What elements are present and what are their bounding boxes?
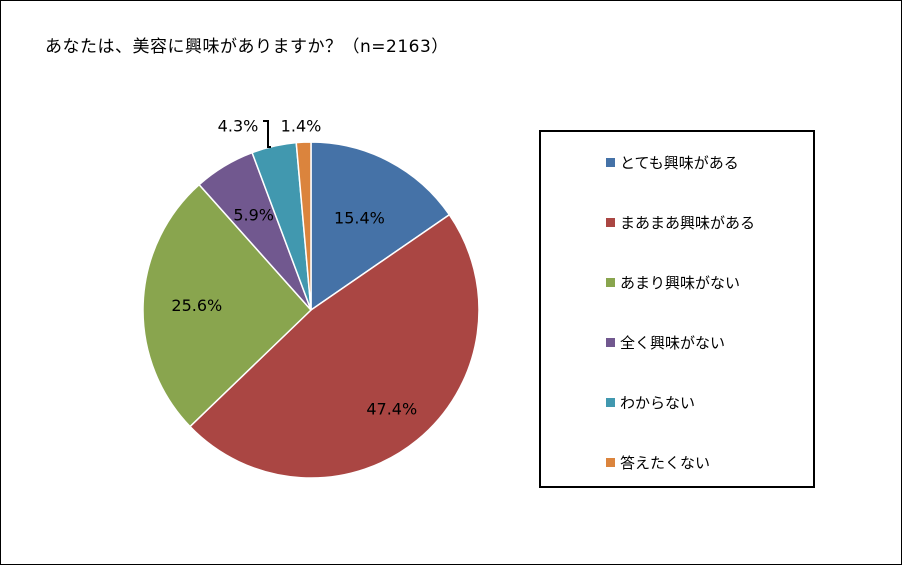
data-label: 5.9%	[233, 206, 274, 225]
legend-item: とても興味がある	[606, 152, 739, 172]
legend-item: 答えたくない	[606, 452, 710, 472]
pie-slice	[142, 183, 313, 428]
legend-swatch	[606, 457, 615, 467]
legend-label: あまり興味がない	[620, 273, 741, 292]
legend-label: とても興味がある	[620, 153, 739, 172]
data-label: 15.4%	[334, 208, 385, 227]
legend-item: 全く興味がない	[606, 332, 725, 352]
pie-slice	[188, 213, 480, 479]
chart-title: あなたは、美容に興味がありますか？（n=2163）	[45, 37, 449, 57]
data-label: 47.4%	[366, 399, 417, 418]
legend-swatch	[606, 217, 615, 227]
pie-slice	[295, 141, 312, 311]
data-label: 4.3%	[218, 117, 259, 136]
leader-line	[263, 120, 271, 148]
legend-swatch	[606, 277, 615, 287]
legend-label: 答えたくない	[620, 453, 711, 472]
legend-item: わからない	[606, 392, 695, 412]
data-label: 25.6%	[171, 296, 222, 315]
legend-label: まあまあ興味がある	[620, 213, 756, 232]
legend: とても興味がある まあまあ興味がある あまり興味がない 全く興味がない わからない答えた…	[539, 130, 815, 488]
legend-item: まあまあ興味がある	[606, 212, 755, 232]
legend-label: わからない	[620, 393, 696, 412]
legend-label: 全く興味がない	[620, 333, 726, 352]
legend-swatch	[606, 337, 615, 347]
legend-item: あまり興味がない	[606, 272, 740, 292]
data-label: 1.4%	[281, 117, 322, 136]
legend-swatch	[606, 397, 615, 407]
pie-slice	[310, 141, 451, 312]
legend-swatch	[606, 157, 615, 167]
